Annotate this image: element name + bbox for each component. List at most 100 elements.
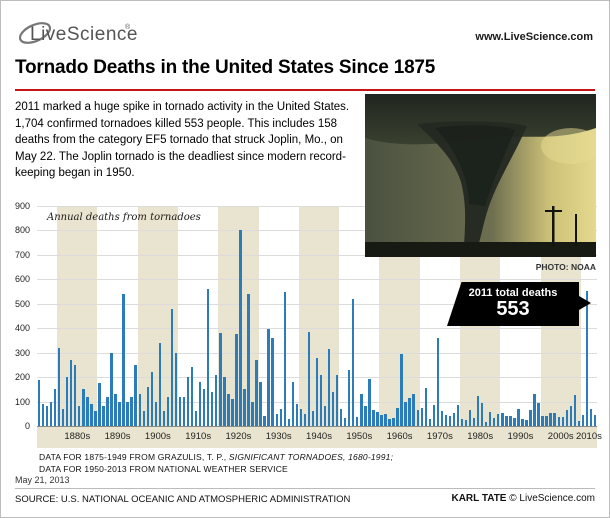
bar-1928 bbox=[251, 401, 254, 426]
bar-1992 bbox=[509, 416, 512, 426]
gridline-300 bbox=[37, 352, 597, 354]
bar-1973 bbox=[432, 404, 436, 426]
y-tick-0: 0 bbox=[24, 421, 30, 431]
bar-1920 bbox=[219, 333, 222, 426]
bar-1993 bbox=[513, 417, 516, 426]
bar-1893 bbox=[110, 352, 113, 426]
bar-2007 bbox=[569, 406, 572, 426]
data-note-line1: DATA FOR 1875-1949 FROM GRAZULIS, T. P.,… bbox=[39, 452, 394, 462]
bar-1982 bbox=[468, 410, 472, 426]
bar-1892 bbox=[106, 396, 109, 426]
bar-1999 bbox=[537, 403, 540, 426]
bar-1972 bbox=[428, 419, 431, 426]
x-label-1900s: 1900s bbox=[144, 431, 171, 442]
x-label-1920s: 1920s bbox=[225, 431, 252, 442]
bar-1950 bbox=[339, 408, 343, 426]
bar-1879 bbox=[53, 389, 57, 426]
bar-1986 bbox=[485, 422, 488, 426]
footer-divider bbox=[15, 488, 595, 489]
bar-1931 bbox=[263, 416, 266, 426]
bar-1926 bbox=[243, 389, 246, 426]
bar-1906 bbox=[162, 411, 166, 426]
bar-2010 bbox=[581, 415, 585, 426]
title-underline bbox=[15, 89, 595, 91]
bar-1938 bbox=[291, 382, 295, 426]
footer-credit: KARL TATE © LiveScience.com bbox=[451, 493, 595, 504]
bar-1987 bbox=[489, 411, 492, 426]
bar-1894 bbox=[114, 394, 117, 426]
x-label-1940s: 1940s bbox=[306, 431, 332, 442]
gridline-700 bbox=[37, 254, 597, 256]
bar-1936 bbox=[283, 291, 286, 426]
bar-2011 bbox=[585, 290, 589, 426]
footer-date: May 21, 2013 bbox=[15, 475, 70, 485]
bar-1983 bbox=[472, 417, 476, 426]
bar-1988 bbox=[493, 418, 496, 426]
bar-1916 bbox=[202, 389, 206, 426]
bar-1902 bbox=[146, 386, 149, 426]
bar-1904 bbox=[154, 401, 158, 426]
photo-credit: PHOTO: NOAA bbox=[535, 262, 596, 272]
data-notes: DATA FOR 1875-1949 FROM GRAZULIS, T. P.,… bbox=[39, 451, 393, 476]
bar-1955 bbox=[360, 394, 363, 426]
bar-1984 bbox=[476, 396, 480, 426]
bar-1939 bbox=[295, 404, 299, 426]
intro-text: 2011 marked a huge spike in tornado acti… bbox=[15, 101, 350, 180]
bar-1979 bbox=[456, 405, 460, 426]
bar-1946 bbox=[323, 406, 327, 426]
bar-1903 bbox=[150, 372, 154, 426]
bar-1998 bbox=[533, 394, 536, 426]
bar-1924 bbox=[235, 334, 238, 426]
bar-2009 bbox=[577, 420, 581, 426]
tornado-photo bbox=[365, 94, 596, 257]
bar-1881 bbox=[61, 408, 65, 426]
bar-1876 bbox=[41, 404, 45, 426]
bar-1898 bbox=[130, 396, 133, 426]
bar-1949 bbox=[335, 374, 339, 426]
x-label-2010s: 2010s bbox=[575, 431, 602, 442]
bar-1977 bbox=[448, 415, 452, 426]
bar-1878 bbox=[49, 401, 53, 426]
gridline-900 bbox=[37, 206, 597, 207]
x-label-1970s: 1970s bbox=[426, 431, 453, 442]
bar-1921 bbox=[223, 377, 226, 426]
bar-1888 bbox=[90, 404, 93, 426]
y-tick-800: 800 bbox=[14, 225, 30, 236]
callout-label: 2011 total deaths bbox=[468, 287, 558, 299]
bar-2000 bbox=[541, 416, 544, 426]
x-label-1910s: 1910s bbox=[185, 431, 212, 442]
x-label-1950s: 1950s bbox=[346, 431, 373, 442]
bar-1958 bbox=[372, 409, 375, 426]
bar-1940 bbox=[299, 408, 303, 426]
callout-2011: 2011 total deaths 553 bbox=[447, 282, 579, 326]
bar-1981 bbox=[464, 420, 468, 426]
svg-text:®: ® bbox=[125, 23, 131, 31]
x-axis-strip: 1880s 1890s 1900s 1910s 1920s 1930s 1940s 1950s… bbox=[37, 427, 602, 448]
bar-2003 bbox=[553, 412, 556, 426]
bar-1935 bbox=[279, 408, 282, 426]
gridline-400 bbox=[37, 328, 597, 330]
y-tick-100: 100 bbox=[14, 396, 30, 407]
x-label-1890s: 1890s bbox=[104, 431, 131, 442]
bar-1976 bbox=[444, 415, 448, 426]
site-url[interactable]: www.LiveScience.com bbox=[475, 31, 593, 43]
gridline-0 bbox=[37, 426, 597, 427]
chart-annotation: Annual deaths from tornadoes bbox=[47, 212, 201, 223]
bar-1933 bbox=[271, 338, 274, 426]
decade-band-1880s bbox=[57, 206, 98, 426]
bar-1989 bbox=[497, 413, 500, 426]
y-axis-labels: 0 100 200 300 400 500 600 700 800 900 bbox=[1, 201, 33, 431]
data-note-line2: DATA FOR 1950-2013 FROM NATIONAL WEATHER… bbox=[39, 464, 288, 475]
decade-band-1940s bbox=[298, 206, 340, 426]
bar-1997 bbox=[529, 409, 532, 426]
bar-1991 bbox=[505, 416, 508, 426]
bar-1953 bbox=[352, 299, 355, 426]
bar-1947 bbox=[327, 349, 331, 426]
bar-1985 bbox=[480, 403, 484, 426]
bar-1932 bbox=[267, 329, 270, 426]
bar-1990 bbox=[501, 413, 504, 426]
tornado-photo-illustration bbox=[365, 94, 596, 257]
bar-1883 bbox=[70, 360, 73, 426]
bar-1927 bbox=[247, 294, 250, 426]
footer-source: SOURCE: U.S. NATIONAL OCEANIC AND ATMOSP… bbox=[15, 494, 351, 505]
